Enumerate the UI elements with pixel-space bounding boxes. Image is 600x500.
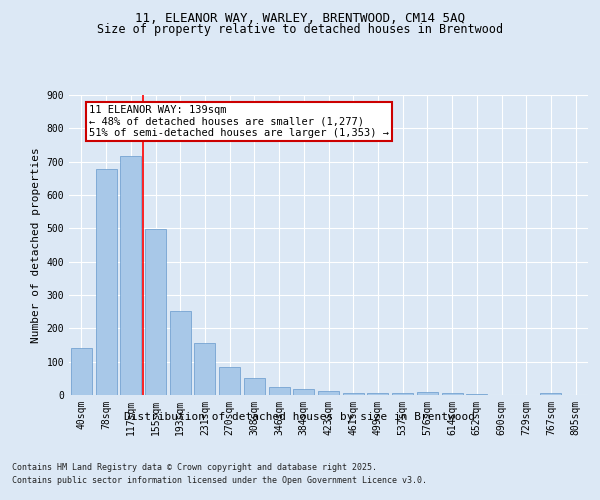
Bar <box>392 394 413 395</box>
Bar <box>417 392 438 395</box>
Bar <box>145 230 166 395</box>
Bar <box>170 310 191 395</box>
Bar <box>318 391 339 395</box>
Bar <box>194 342 215 395</box>
Bar <box>442 394 463 395</box>
Bar <box>120 156 141 395</box>
Text: Contains HM Land Registry data © Crown copyright and database right 2025.: Contains HM Land Registry data © Crown c… <box>12 462 377 471</box>
Bar <box>71 348 92 395</box>
Text: Distribution of detached houses by size in Brentwood: Distribution of detached houses by size … <box>125 412 476 422</box>
Bar <box>541 394 562 395</box>
Y-axis label: Number of detached properties: Number of detached properties <box>31 147 41 343</box>
Text: 11 ELEANOR WAY: 139sqm
← 48% of detached houses are smaller (1,277)
51% of semi-: 11 ELEANOR WAY: 139sqm ← 48% of detached… <box>89 105 389 138</box>
Bar <box>466 394 487 395</box>
Bar <box>95 169 116 395</box>
Bar <box>219 366 240 395</box>
Bar <box>244 378 265 395</box>
Bar <box>269 386 290 395</box>
Bar <box>367 394 388 395</box>
Bar <box>343 394 364 395</box>
Bar <box>293 389 314 395</box>
Text: 11, ELEANOR WAY, WARLEY, BRENTWOOD, CM14 5AQ: 11, ELEANOR WAY, WARLEY, BRENTWOOD, CM14… <box>135 12 465 26</box>
Text: Size of property relative to detached houses in Brentwood: Size of property relative to detached ho… <box>97 22 503 36</box>
Text: Contains public sector information licensed under the Open Government Licence v3: Contains public sector information licen… <box>12 476 427 485</box>
